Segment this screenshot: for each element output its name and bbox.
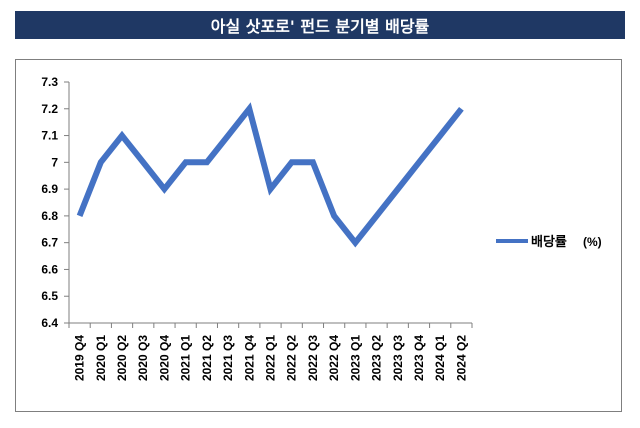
chart-axes: [68, 82, 472, 324]
x-tick-label: 2020 Q3: [136, 335, 150, 381]
x-tick-label: 2023 Q3: [391, 335, 405, 381]
y-tick-label: 6.4: [41, 316, 58, 330]
y-tick-label: 6.8: [41, 209, 58, 223]
chart-title-banner: 아실 삿포로' 펀드 분기별 배당률: [15, 11, 625, 39]
x-tick-label: 2024 Q2: [454, 335, 468, 381]
x-tick-label: 2024 Q1: [433, 335, 447, 381]
y-tick-label: 6.6: [41, 262, 58, 276]
y-tick-label: 6.7: [41, 236, 58, 250]
x-tick-label: 2021 Q4: [242, 335, 256, 381]
x-axis-ticks: 2019 Q4 2020 Q1 2020 Q2 2020 Q3 2020 Q4 2021 …: [68, 323, 473, 381]
x-tick-label: 2022 Q4: [327, 335, 341, 381]
y-tick-label: 6.9: [41, 182, 58, 196]
legend-label: 배당률: [531, 234, 567, 250]
chart-title: 아실 삿포로' 펀드 분기별 배당률: [210, 17, 430, 36]
series-line: [76, 102, 464, 248]
x-tick-label: 2020 Q1: [94, 335, 108, 381]
x-tick-label: 2022 Q1: [264, 335, 278, 381]
x-tick-label: 2021 Q1: [179, 335, 193, 381]
x-tick-label: 2020 Q4: [157, 335, 171, 381]
y-tick-label: 7.3: [41, 75, 58, 89]
series-group: [76, 102, 464, 248]
y-tick-label: 7.2: [41, 102, 58, 116]
x-tick-label: 2021 Q2: [200, 335, 214, 381]
y-axis-ticks: 7.3 7.2 7.1 7 6.9 6.8 6.7 6.6 6.5 6.4: [41, 75, 69, 330]
x-tick-label: 2023 Q4: [412, 335, 426, 381]
x-tick-label: 2022 Q3: [306, 335, 320, 381]
x-tick-label: 2023 Q1: [348, 335, 362, 381]
chart-frame: [15, 59, 622, 412]
y-tick-label: 7.1: [41, 129, 58, 143]
x-tick-label: 2023 Q2: [370, 335, 384, 381]
x-tick-label: 2022 Q2: [285, 335, 299, 381]
legend-unit: (%): [583, 235, 602, 249]
y-tick-label: 6.5: [41, 289, 58, 303]
y-tick-label: 7: [51, 155, 58, 169]
legend: 배당률 (%): [496, 234, 602, 250]
x-tick-label: 2021 Q3: [221, 335, 235, 381]
x-tick-label: 2020 Q2: [115, 335, 129, 381]
x-tick-label: 2019 Q4: [73, 335, 87, 381]
